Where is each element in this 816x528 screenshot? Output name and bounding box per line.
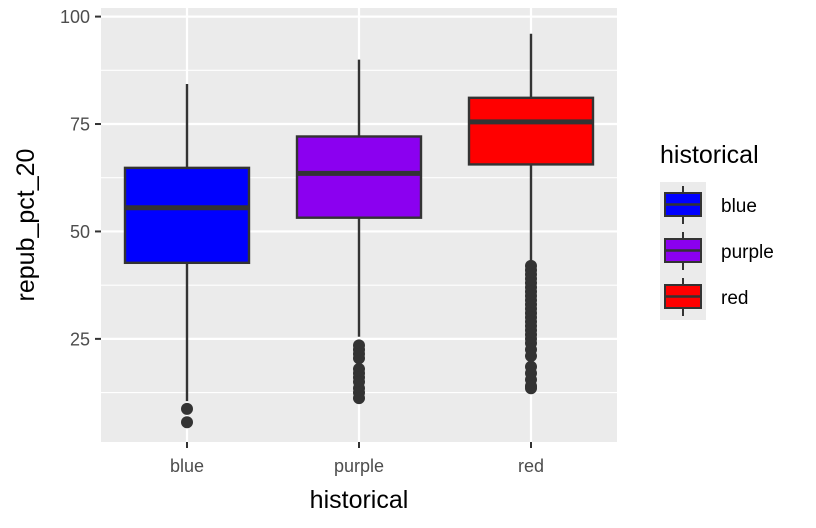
legend-label-red: red xyxy=(721,288,748,309)
x-axis: blue purple red xyxy=(170,442,544,476)
outlier-point xyxy=(353,352,365,365)
legend-key-red xyxy=(664,278,702,316)
box-iqr xyxy=(467,96,595,166)
legend-key-purple xyxy=(664,232,702,270)
x-axis-title: historical xyxy=(310,486,409,514)
y-tick-label: 100 xyxy=(60,7,90,27)
x-tick-label: red xyxy=(518,456,544,476)
box-red xyxy=(467,33,595,395)
y-tick-label: 75 xyxy=(70,115,90,135)
y-tick-label: 50 xyxy=(70,222,90,242)
legend-key-blue xyxy=(664,186,702,224)
y-tick-label: 25 xyxy=(70,329,90,349)
legend: historical blue purple red xyxy=(660,141,774,320)
y-axis-title: repub_pct_20 xyxy=(12,149,40,302)
outlier-point xyxy=(181,416,193,429)
box-iqr xyxy=(123,166,251,265)
legend-label-blue: blue xyxy=(721,196,757,217)
outlier-point xyxy=(353,392,365,405)
legend-title: historical xyxy=(660,141,759,169)
box-series xyxy=(123,33,595,429)
legend-label-purple: purple xyxy=(721,242,774,263)
x-tick-label: blue xyxy=(170,456,204,476)
x-tick-label: purple xyxy=(334,456,384,476)
outlier-point xyxy=(525,382,537,395)
y-axis: 25 50 75 100 xyxy=(60,7,101,349)
box-blue xyxy=(123,84,251,429)
box-iqr xyxy=(295,135,423,219)
box-purple xyxy=(295,59,423,405)
outlier-point xyxy=(181,402,193,415)
outlier-point xyxy=(525,350,537,363)
